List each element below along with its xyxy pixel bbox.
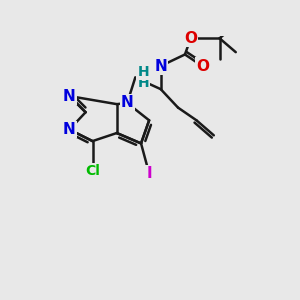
Text: N: N [154, 58, 167, 74]
Text: Cl: Cl [85, 164, 100, 178]
Text: N: N [63, 88, 76, 104]
Text: N: N [121, 95, 134, 110]
Text: H: H [137, 65, 149, 79]
Text: I: I [146, 166, 152, 181]
Text: O: O [196, 58, 209, 74]
Text: N: N [63, 122, 76, 137]
Text: O: O [184, 31, 197, 46]
Text: H: H [137, 76, 149, 90]
